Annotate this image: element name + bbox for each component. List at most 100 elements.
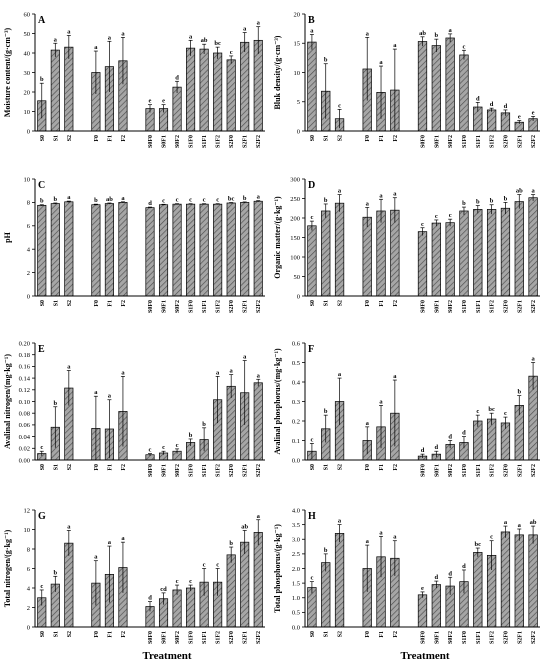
significance-letter: d xyxy=(490,101,494,108)
category-label: S1F0 xyxy=(189,631,195,644)
bar-s2f2 xyxy=(253,532,263,628)
category-label: S0F1 xyxy=(162,631,168,644)
category-label: S1F1 xyxy=(202,300,208,313)
bar-s2f0 xyxy=(226,202,236,297)
significance-letter: a xyxy=(67,28,71,35)
significance-letter: d xyxy=(476,95,480,102)
significance-letter: cd xyxy=(160,586,167,593)
bar-s0f1 xyxy=(158,204,169,297)
significance-letter: a xyxy=(257,372,261,379)
significance-letter: d xyxy=(175,74,179,81)
y-tick-label: 40 xyxy=(24,50,31,57)
bar-s1f2 xyxy=(213,52,223,132)
significance-letter: a xyxy=(393,534,397,541)
category-label: S0F0 xyxy=(148,300,154,313)
significance-letter: a xyxy=(379,398,383,405)
category-label: S0F1 xyxy=(162,464,168,477)
category-label: F1 xyxy=(107,135,113,142)
category-label: F1 xyxy=(379,464,385,471)
category-label: S1F1 xyxy=(476,300,482,313)
category-label: F0 xyxy=(365,300,371,307)
significance-letter: c xyxy=(216,197,219,204)
significance-letter: b xyxy=(229,540,233,547)
bar-s2f1 xyxy=(240,202,250,297)
panel-f: F Avalinal phosphorus/(mg·kg⁻¹) 0.0 0.1 0.2 0… xyxy=(273,340,540,477)
significance-letter: a xyxy=(108,393,112,400)
significance-letter: e xyxy=(149,98,152,105)
bar-s0f2 xyxy=(445,222,455,297)
bar-f0 xyxy=(362,216,372,297)
significance-letter: c xyxy=(490,534,493,541)
category-label: S1F0 xyxy=(462,135,468,148)
bar-s2f2 xyxy=(253,200,263,297)
bar-s1f1 xyxy=(199,203,209,297)
category-label: S2 xyxy=(338,135,344,141)
significance-letter: a xyxy=(504,519,508,526)
category-label: F2 xyxy=(121,300,127,307)
y-tick-label: 0 xyxy=(27,624,30,631)
category-label: S0 xyxy=(310,464,316,470)
significance-letter: a xyxy=(67,363,71,370)
category-label: F1 xyxy=(107,464,113,471)
y-tick-label: 150 xyxy=(290,235,300,242)
significance-letter: b xyxy=(435,32,439,39)
significance-letter: b xyxy=(324,197,328,204)
category-label: F1 xyxy=(379,135,385,142)
significance-letter: b xyxy=(517,389,521,396)
significance-letter: a xyxy=(379,59,383,66)
significance-letter: a xyxy=(338,371,342,378)
category-label: S0F0 xyxy=(421,464,427,477)
significance-letter: bc xyxy=(228,196,235,203)
category-label: S0F1 xyxy=(434,135,440,148)
y-tick-label: 0.18 xyxy=(19,352,30,359)
category-label: S2F1 xyxy=(243,464,249,477)
significance-letter: a xyxy=(94,554,98,561)
category-label: S2 xyxy=(338,464,344,470)
category-label: S1F1 xyxy=(476,135,482,148)
y-axis-label: Total nitrogen/(g·kg⁻¹) xyxy=(3,529,12,607)
bar-f2 xyxy=(118,202,128,297)
category-label: F0 xyxy=(94,631,100,638)
category-label: F2 xyxy=(121,631,127,638)
category-label: S1 xyxy=(53,631,59,637)
y-tick-label: 2.0 xyxy=(292,566,300,573)
category-label: F1 xyxy=(379,631,385,638)
significance-letter: a xyxy=(257,20,261,27)
panel-e: E Avalinal nitrogen/(mg·kg⁻¹) 0.00 0.02 0.04… xyxy=(3,340,265,477)
category-label: S2F2 xyxy=(531,631,537,644)
bar-s0 xyxy=(307,41,317,132)
significance-letter: b xyxy=(324,57,328,64)
significance-letter: ab xyxy=(106,196,113,203)
panel-letter: D xyxy=(308,180,315,191)
y-tick-label: 3.5 xyxy=(292,522,300,529)
category-label: S0 xyxy=(40,631,46,637)
panel-letter: B xyxy=(308,15,315,26)
y-tick-label: 2 xyxy=(27,270,30,277)
significance-letter: ab xyxy=(516,188,523,195)
category-label: S0F2 xyxy=(175,464,181,477)
y-tick-label: 200 xyxy=(290,215,300,222)
bar-s1 xyxy=(321,562,331,628)
panel-letter: C xyxy=(38,180,45,191)
significance-letter: ab xyxy=(419,30,426,37)
significance-letter: a xyxy=(366,30,370,37)
bar-s1 xyxy=(321,210,331,297)
bar-s0f2 xyxy=(445,37,455,132)
category-label: S2 xyxy=(67,300,73,306)
panel-letter: G xyxy=(38,511,46,522)
significance-letter: b xyxy=(476,199,480,206)
category-label: S2 xyxy=(67,135,73,141)
category-label: S2F1 xyxy=(517,631,523,644)
bar-s1f1 xyxy=(473,552,483,628)
bar-s1f0 xyxy=(186,203,196,297)
category-label: S0F0 xyxy=(148,135,154,148)
significance-letter: a xyxy=(121,535,125,542)
significance-letter: b xyxy=(462,200,466,207)
y-tick-label: 0.10 xyxy=(19,399,30,406)
category-label: S1F2 xyxy=(216,300,222,313)
bar-s2f1 xyxy=(240,541,250,628)
y-axis-label: Avalinal nitrogen/(mg·kg⁻¹) xyxy=(3,354,12,449)
significance-letter: c xyxy=(203,197,206,204)
y-tick-label: 8 xyxy=(27,546,30,553)
category-label: S0F1 xyxy=(434,631,440,644)
